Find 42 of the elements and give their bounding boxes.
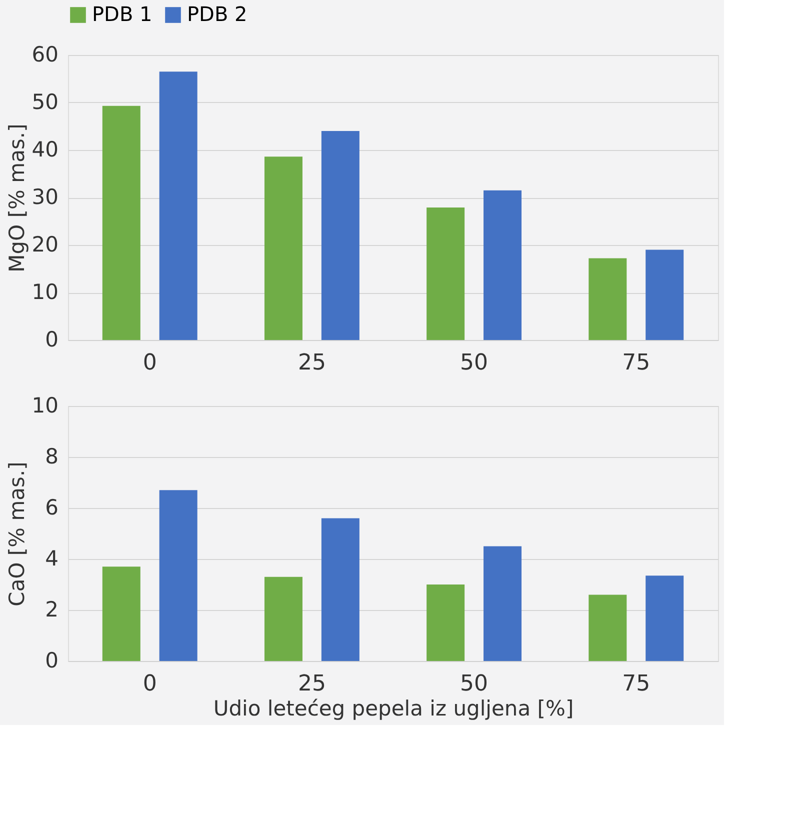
bar [159, 72, 198, 340]
x-axis-title: Udio letećeg pepela iz ugljena [%] [213, 696, 574, 720]
x-tick-label: 0 [142, 672, 157, 696]
y-tick-label: 30 [32, 185, 58, 209]
bar [264, 156, 302, 340]
y-tick-label: 40 [32, 138, 58, 162]
y-tick-label: 20 [32, 232, 58, 256]
bar [484, 546, 522, 661]
y-tick-label: 60 [32, 42, 58, 66]
y-tick-label: 0 [45, 648, 58, 672]
bar [321, 518, 360, 661]
bar [588, 594, 627, 661]
y-tick-label: 2 [45, 598, 58, 622]
bar [588, 258, 627, 340]
x-tick-label: 25 [298, 672, 326, 696]
bar [264, 576, 302, 661]
bar [102, 106, 140, 340]
y-tick-label: 10 [32, 394, 58, 418]
y-axis-title: MgO [% mas.] [4, 124, 29, 272]
x-tick-label: 50 [460, 672, 488, 696]
y-tick-label: 4 [45, 546, 58, 570]
bar [102, 566, 140, 661]
x-tick-label: 50 [460, 350, 488, 376]
legend-label: PDB 1 [92, 2, 152, 26]
bar [159, 490, 198, 661]
y-tick-label: 50 [32, 90, 58, 114]
x-tick-label: 0 [142, 350, 157, 376]
bar [646, 250, 684, 340]
y-axis-title: CaO [% mas.] [4, 462, 29, 606]
y-tick-label: 0 [45, 328, 58, 352]
x-tick-label: 25 [298, 350, 326, 376]
x-tick-label: 75 [622, 672, 650, 696]
bar [484, 190, 522, 340]
legend-label: PDB 2 [187, 2, 248, 26]
bar [426, 207, 465, 340]
bar [321, 131, 360, 340]
bar [646, 576, 684, 661]
y-tick-label: 8 [45, 444, 58, 468]
y-tick-label: 10 [32, 280, 58, 304]
bar [426, 584, 465, 661]
x-tick-label: 75 [622, 350, 650, 376]
y-tick-label: 6 [45, 496, 58, 520]
